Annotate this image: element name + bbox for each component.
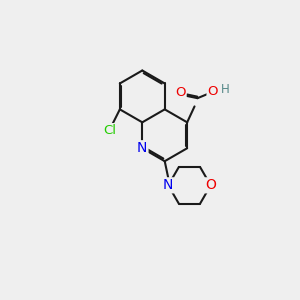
Text: O: O	[208, 85, 218, 98]
Text: Cl: Cl	[103, 124, 116, 137]
Text: H: H	[221, 83, 230, 96]
Text: O: O	[205, 178, 216, 192]
Text: N: N	[137, 141, 148, 155]
Text: N: N	[163, 178, 173, 192]
Text: O: O	[175, 86, 186, 99]
